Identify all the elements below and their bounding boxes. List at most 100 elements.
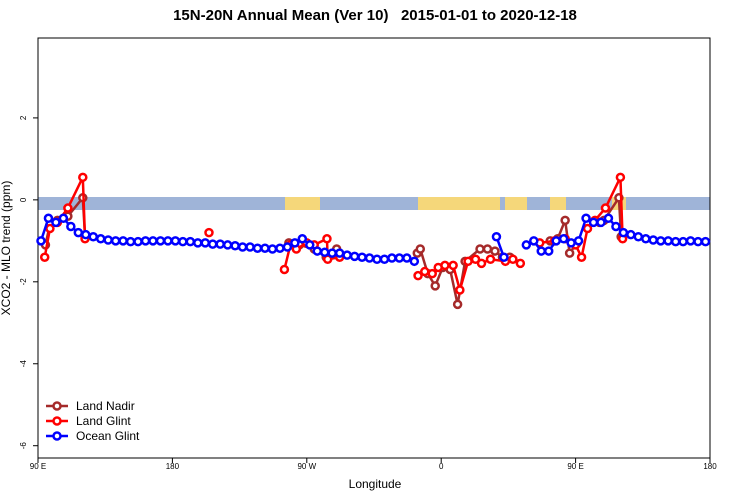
data-point [200, 238, 211, 248]
data-point [312, 246, 323, 256]
data-point [58, 213, 69, 224]
data-point [618, 227, 629, 238]
data-point [342, 250, 352, 260]
legend-label: Ocean Glint [76, 429, 140, 443]
data-point [334, 248, 345, 258]
data-point [43, 213, 54, 224]
data-point [448, 260, 458, 271]
data-point [204, 227, 214, 238]
land-patch [505, 197, 527, 210]
data-point [536, 246, 547, 256]
data-point [490, 246, 500, 256]
data-point [51, 217, 61, 228]
data-point [305, 240, 315, 250]
data-point [551, 236, 561, 246]
data-point [387, 253, 397, 263]
data-point [260, 243, 270, 253]
data-point [327, 248, 337, 258]
data-point [415, 244, 426, 254]
data-point [581, 213, 591, 224]
data-point [543, 246, 554, 256]
legend-label: Land Glint [76, 414, 131, 428]
data-point [103, 235, 113, 245]
data-point [485, 254, 496, 265]
data-point [521, 240, 532, 250]
y-tick-label: 2 [19, 115, 28, 120]
data-point [81, 229, 91, 240]
data-point [39, 252, 50, 262]
data-point [322, 234, 332, 244]
data-point [279, 264, 290, 275]
data-point [118, 236, 128, 246]
legend-marker [52, 431, 62, 441]
data-point [529, 236, 539, 246]
x-tick-label: 180 [166, 462, 180, 471]
data-point [693, 236, 703, 247]
data-point [36, 236, 46, 246]
data-point [402, 253, 412, 263]
data-point [633, 231, 644, 242]
data-point [230, 240, 240, 251]
data-point [655, 236, 666, 246]
data-point [66, 221, 76, 232]
data-point [73, 227, 84, 238]
data-point [394, 253, 405, 263]
data-point [603, 213, 614, 224]
legend-marker [52, 401, 62, 411]
land-patch [418, 197, 500, 210]
data-point [685, 236, 696, 246]
legend-label: Land Nadir [76, 399, 135, 413]
data-point [430, 281, 440, 291]
data-point [140, 236, 151, 246]
y-tick-label: -2 [19, 278, 28, 286]
data-point [379, 254, 390, 265]
data-point [558, 234, 569, 244]
data-point [427, 268, 437, 279]
data-point [470, 254, 481, 265]
data-point [297, 234, 308, 244]
data-point [663, 236, 673, 246]
data-point [566, 238, 576, 248]
data-point [364, 253, 375, 263]
data-point [648, 235, 659, 245]
data-point [452, 299, 463, 310]
data-point [611, 221, 621, 232]
data-point [560, 215, 570, 226]
data-point [357, 252, 367, 262]
land-patch [285, 197, 320, 210]
data-point [245, 242, 255, 252]
x-tick-label: 0 [439, 462, 444, 471]
data-point [349, 251, 360, 262]
plot-frame [37, 37, 711, 459]
data-point [110, 236, 121, 246]
data-point [515, 258, 526, 269]
data-point [222, 240, 233, 250]
data-point [178, 236, 188, 247]
data-point [600, 203, 611, 213]
legend-marker [52, 416, 62, 426]
data-point [573, 236, 584, 246]
data-point [491, 231, 502, 242]
y-tick-label: 0 [19, 197, 28, 202]
data-point [440, 260, 450, 271]
x-tick-label: 180 [703, 462, 717, 471]
data-point [670, 236, 681, 247]
data-point [678, 236, 688, 247]
ocean-band [38, 197, 710, 210]
chart-title: 15N-20N Annual Mean (Ver 10) 2015-01-01 … [173, 7, 577, 24]
x-tick-label: 90 W [297, 462, 316, 471]
data-point [588, 217, 599, 228]
data-point [78, 172, 88, 183]
data-point [185, 236, 196, 247]
data-point [564, 248, 575, 258]
data-point [508, 254, 518, 265]
data-point [163, 236, 173, 246]
series-line [43, 176, 624, 292]
data-point [290, 238, 300, 248]
data-point [476, 258, 487, 269]
data-point [267, 244, 278, 254]
data-point [125, 236, 136, 247]
data-point [413, 270, 423, 281]
data-point [95, 234, 106, 244]
